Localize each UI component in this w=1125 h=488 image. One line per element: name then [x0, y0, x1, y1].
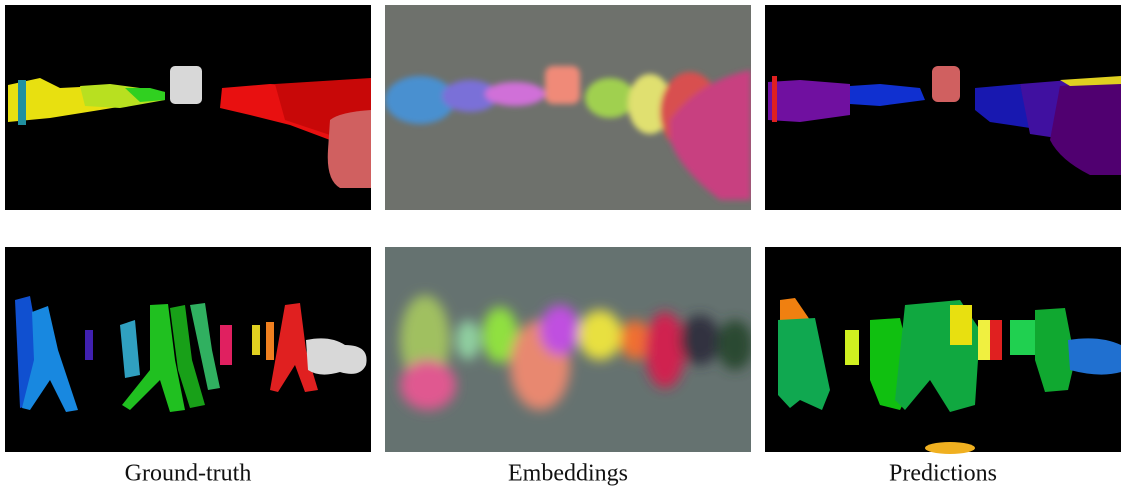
page: Ground-truth Embeddings Predictions (() … — [0, 0, 1125, 488]
caption: Embeddings — [508, 461, 628, 487]
panel-embeddings-2 — [385, 247, 753, 452]
panel-ground-truth-1 — [5, 5, 371, 210]
panel-ground-truth-2 — [5, 247, 371, 452]
panel-predictions-2 — [765, 247, 1121, 454]
caption: Ground-truth — [125, 461, 252, 487]
caption: Predictions — [889, 461, 997, 487]
panel-predictions-1 — [765, 5, 1121, 210]
figure: Ground-truth Embeddings Predictions — [0, 0, 1125, 488]
panel-embeddings-1 — [385, 5, 751, 210]
